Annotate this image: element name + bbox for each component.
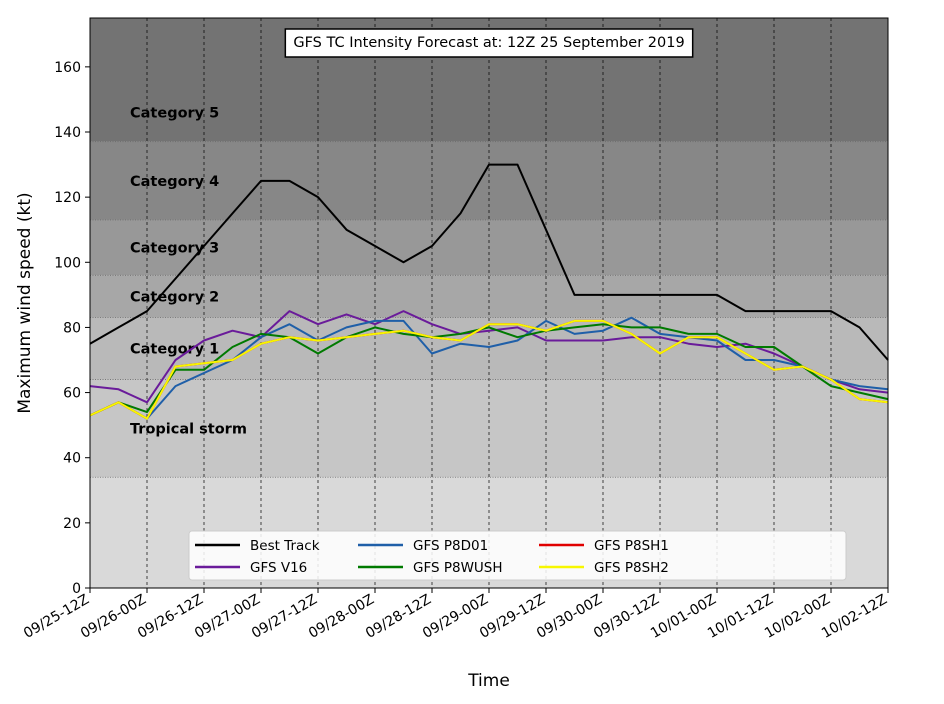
y-axis: 0 20 40 60 80 100 120 140 160 bbox=[54, 60, 90, 597]
band-labels: Tropical storm Category 1 Category 2 Catego… bbox=[130, 105, 247, 437]
x-axis: 09/25-12Z09/26-00Z09/26-12Z09/27-00Z09/2… bbox=[21, 588, 890, 642]
legend-label-gfs-p8d01: GFS P8D01 bbox=[413, 538, 488, 554]
y-tick-label: 40 bbox=[63, 451, 81, 467]
y-tick-label: 100 bbox=[54, 255, 81, 271]
legend-label-gfs-v16: GFS V16 bbox=[250, 560, 307, 576]
y-tick-label: 0 bbox=[72, 581, 81, 597]
y-tick-label: 140 bbox=[54, 125, 81, 141]
band-label-category-2: Category 2 bbox=[130, 289, 219, 305]
y-axis-label: Maximum wind speed (kt) bbox=[15, 192, 35, 413]
chart-title-box: GFS TC Intensity Forecast at: 12Z 25 Sep… bbox=[284, 28, 694, 58]
band-label-tropical-storm: Tropical storm bbox=[130, 421, 247, 437]
series-line-gfs-p8wush bbox=[89, 323, 889, 417]
legend-label-gfs-p8wush: GFS P8WUSH bbox=[413, 560, 503, 576]
legend: Best Track GFS V16 GFS P8D01 GFS P8WUSH GFS … bbox=[188, 530, 847, 581]
grid-lines bbox=[146, 18, 832, 588]
band-label-category-5: Category 5 bbox=[130, 105, 219, 121]
series-line-gfs-p8sh2 bbox=[89, 319, 889, 420]
band-label-category-1: Category 1 bbox=[130, 342, 219, 358]
x-tick-label: 10/02-12Z bbox=[819, 592, 890, 642]
y-tick-label: 60 bbox=[63, 386, 81, 402]
y-tick-label: 120 bbox=[54, 190, 81, 206]
band-label-category-4: Category 4 bbox=[130, 174, 219, 190]
x-axis-label: Time bbox=[467, 671, 510, 691]
legend-box bbox=[188, 530, 847, 581]
series-lines bbox=[89, 163, 889, 420]
y-tick-label: 80 bbox=[63, 320, 81, 336]
legend-label-gfs-p8sh2: GFS P8SH2 bbox=[594, 560, 669, 576]
y-tick-label: 20 bbox=[63, 516, 81, 532]
y-tick-label: 160 bbox=[54, 60, 81, 76]
legend-label-gfs-p8sh1: GFS P8SH1 bbox=[594, 538, 669, 554]
series-line-best-track bbox=[89, 163, 889, 361]
legend-label-best-track: Best Track bbox=[250, 538, 320, 554]
chart-title: GFS TC Intensity Forecast at: 12Z 25 Sep… bbox=[293, 35, 684, 51]
